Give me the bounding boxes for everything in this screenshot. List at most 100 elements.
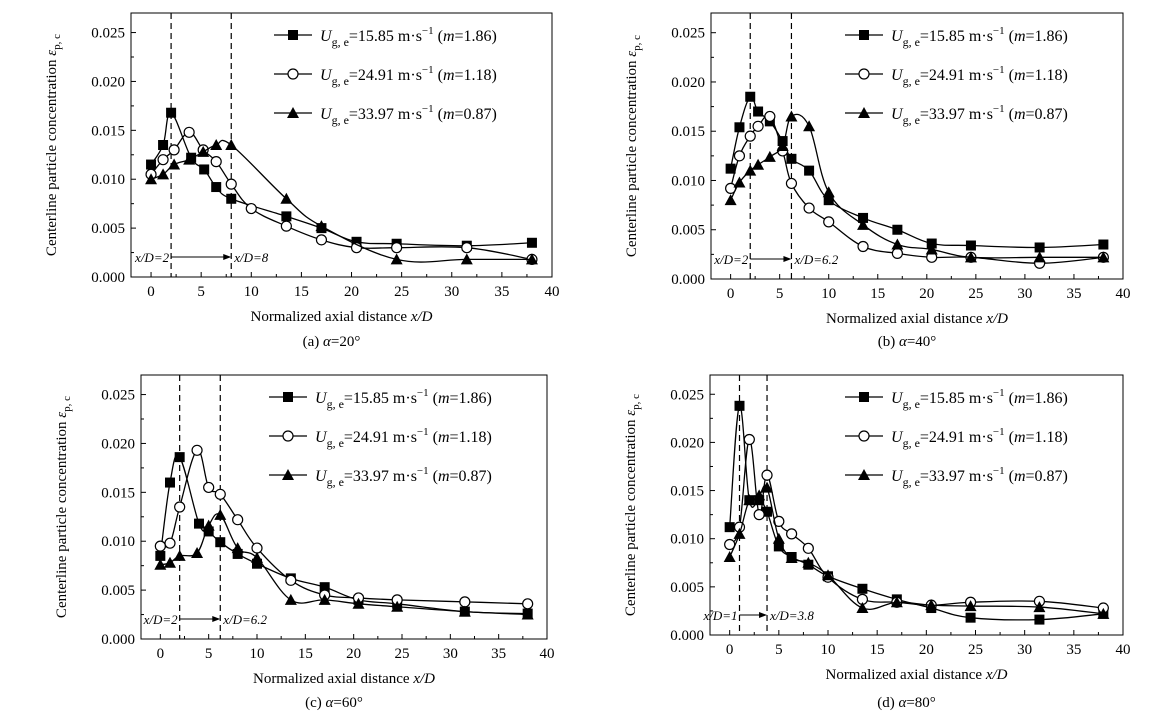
triangle-marker xyxy=(925,599,938,611)
triangle-marker xyxy=(1033,601,1046,613)
x-tick-label: 10 xyxy=(821,286,836,302)
legend-value: =33.97 m·s xyxy=(344,468,417,485)
caption-value: =80° xyxy=(906,695,935,711)
circle-marker xyxy=(803,202,815,214)
legend-subscript: g, e xyxy=(327,436,344,450)
circle-marker xyxy=(391,242,403,254)
triangle-marker xyxy=(785,551,798,563)
legend-m-value: =1.18) xyxy=(455,67,497,84)
circle-marker xyxy=(752,120,764,132)
triangle-marker xyxy=(390,253,403,265)
series-line xyxy=(729,484,1104,615)
y-tick-label: 0.005 xyxy=(671,223,705,239)
circle-marker xyxy=(285,574,297,586)
annotation-right: x/D=6.2 xyxy=(793,252,838,267)
triangle-marker xyxy=(856,602,869,614)
circle-marker xyxy=(157,154,169,166)
legend-subscript: g, e xyxy=(332,35,349,49)
circle-marker xyxy=(744,130,756,142)
square-marker xyxy=(1034,242,1045,253)
legend-symbol: U xyxy=(320,106,333,123)
circle-marker xyxy=(461,242,473,254)
caption-prefix: (b) xyxy=(878,334,899,350)
square-marker xyxy=(319,582,330,593)
y-axis-label: Centerline particle concentration εp, c xyxy=(54,396,73,618)
y-axis-label: Centerline particle concentration εp, c xyxy=(623,394,642,616)
circle-marker xyxy=(733,150,746,162)
circle-marker xyxy=(786,528,798,540)
square-marker xyxy=(174,452,185,463)
annotation-left: x/D=2 xyxy=(143,612,179,627)
y-tick-label: 0.020 xyxy=(670,435,704,451)
legend-superscript: −1 xyxy=(993,387,1005,399)
x-tick-label: 5 xyxy=(205,646,213,662)
triangle-marker xyxy=(173,549,186,561)
x-tick-label: 0 xyxy=(157,646,165,662)
y-tick-label: 0.010 xyxy=(671,173,705,189)
legend-m-value: =1.86) xyxy=(450,390,492,407)
square-marker xyxy=(859,30,869,40)
square-marker xyxy=(166,107,177,118)
triangle-marker xyxy=(733,176,746,188)
triangle-marker xyxy=(282,469,294,480)
legend-value: =15.85 m·s xyxy=(344,390,417,407)
square-marker xyxy=(823,195,834,206)
square-marker xyxy=(892,224,903,235)
y-axis-label: Centerline particle concentration εp, c xyxy=(624,35,643,257)
x-axis-label: Normalized axial distance x/D xyxy=(826,311,1008,327)
annotation-right: x/D=3.8 xyxy=(769,608,814,623)
chart-panel-b: 0 5 10 15 20 25 30 35 40 0.000 0.005 0.010 0.015 0.02… xyxy=(624,12,1131,350)
triangle-marker xyxy=(858,469,870,480)
x-axis-label-text: Normalized axial distance xyxy=(253,671,413,687)
legend-superscript: −1 xyxy=(422,103,434,115)
y-tick-label: 0.020 xyxy=(91,74,125,90)
legend-subscript: g, e xyxy=(327,475,344,489)
triangle-marker xyxy=(857,218,870,230)
y-axis-label-subscript: p, c xyxy=(630,394,642,410)
legend-paren: ( xyxy=(1005,468,1014,485)
triangle-marker xyxy=(231,542,244,554)
triangle-marker xyxy=(352,597,365,609)
triangle-marker xyxy=(164,556,176,568)
circle-marker xyxy=(232,514,244,526)
circle-marker xyxy=(891,247,903,259)
x-tick-label: 15 xyxy=(870,642,885,658)
circle-marker xyxy=(743,433,755,446)
y-tick-label: 0.000 xyxy=(670,628,704,644)
legend-value: =15.85 m·s xyxy=(349,28,422,45)
legend-entry-3: Ug, e=33.97 m·s−1 (m=0.87) xyxy=(891,465,1068,489)
legend-m-label: m xyxy=(1014,468,1026,485)
y-tick-label: 0.010 xyxy=(91,172,125,188)
circle-marker xyxy=(154,540,166,552)
legend: Ug, e=15.85 m·s−1 (m=1.86)Ug, e=24.91 m·… xyxy=(845,25,1068,127)
legend-paren: ( xyxy=(1005,429,1014,446)
circle-marker xyxy=(761,469,773,481)
y-tick-label: 0.020 xyxy=(671,75,705,91)
square-marker xyxy=(226,193,237,204)
x-tick-label: 40 xyxy=(1116,642,1131,658)
x-tick-label: 0 xyxy=(726,642,734,658)
x-axis-label-text: Normalized axial distance xyxy=(825,667,985,683)
legend-paren: ( xyxy=(434,106,443,123)
panel-caption: (a) α=20° xyxy=(303,334,361,350)
y-axis-label-text: Centerline particle concentration xyxy=(623,416,639,616)
legend-entry-2: Ug, e=24.91 m·s−1 (m=1.18) xyxy=(315,426,492,450)
triangle-marker xyxy=(752,158,765,170)
square-marker xyxy=(965,612,976,623)
x-tick-label: 30 xyxy=(1017,642,1032,658)
y-axis-label-subscript: p, c xyxy=(61,396,73,412)
y-tick-label: 0.010 xyxy=(101,534,135,550)
legend-m-label: m xyxy=(1014,429,1026,446)
triangle-marker xyxy=(785,110,798,122)
legend-symbol: U xyxy=(315,468,328,485)
legend-m-label: m xyxy=(443,106,455,123)
caption-symbol: α xyxy=(899,334,908,350)
y-tick-label: 0.015 xyxy=(91,123,125,139)
legend-paren: ( xyxy=(429,429,438,446)
legend-superscript: −1 xyxy=(993,426,1005,438)
legend-paren: ( xyxy=(429,390,438,407)
y-tick-label: 0.020 xyxy=(101,436,135,452)
series-3 xyxy=(145,139,538,265)
legend-m-label: m xyxy=(438,390,450,407)
triangle-marker xyxy=(458,605,471,617)
